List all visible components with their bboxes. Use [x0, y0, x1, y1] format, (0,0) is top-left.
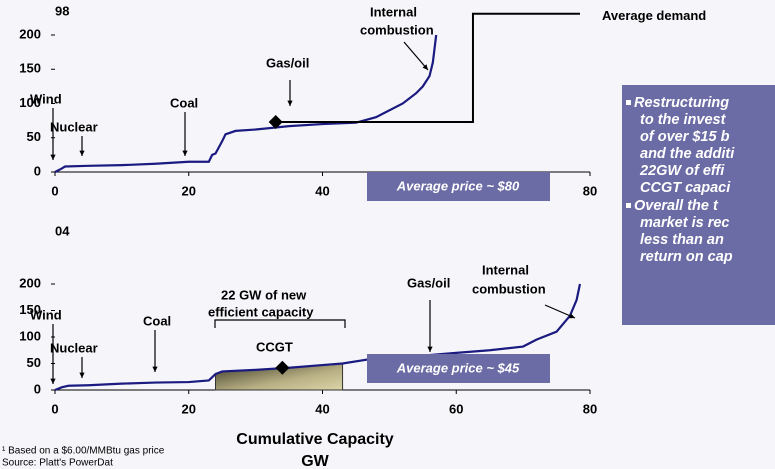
- y-tick-label: 0: [34, 163, 41, 178]
- x-axis-label: Cumulative Capacity: [236, 431, 393, 448]
- y-tick-label: 150: [19, 302, 41, 317]
- panel-line: and the additi: [640, 146, 735, 162]
- arrow-head: [287, 100, 293, 106]
- annotation: Nuclear: [50, 119, 98, 134]
- chart-label: 04: [55, 223, 70, 238]
- arrow-head: [50, 378, 56, 384]
- arrow-head: [50, 154, 56, 160]
- x-tick-label: 40: [315, 183, 329, 198]
- price-box: [367, 172, 550, 201]
- annotation: Gas/oil: [407, 275, 450, 290]
- series-line: [54, 34, 438, 173]
- panel-line: less than an: [640, 232, 724, 248]
- bullet: [626, 203, 631, 208]
- x-tick-label: 40: [315, 401, 329, 416]
- arrow: [403, 41, 429, 71]
- arrow: [544, 304, 576, 319]
- annotation: Nuclear: [50, 340, 98, 355]
- bracket: [214, 319, 346, 328]
- annotation: Wind: [30, 91, 62, 106]
- y-tick-label: 50: [27, 355, 41, 370]
- panel-line: CCGT capaci: [640, 180, 731, 196]
- panel-line: 22GW of effi: [639, 163, 725, 179]
- arrow-head: [422, 64, 428, 70]
- series-line: [275, 12, 580, 123]
- marker: [268, 114, 283, 129]
- panel-line: of over $15 b: [640, 129, 730, 145]
- annotation: Coal: [143, 313, 171, 328]
- x-tick-label: 60: [449, 401, 463, 416]
- marker: [275, 360, 290, 375]
- annotation: CCGT: [256, 339, 293, 354]
- footnote: ¹ Based on a $6.00/MMBtu gas price: [2, 446, 165, 457]
- annotation: Wind: [30, 307, 62, 322]
- price-box: [367, 354, 550, 383]
- x-tick-label: 0: [51, 183, 58, 198]
- bullet: [626, 100, 631, 105]
- y-tick-label: 100: [19, 95, 41, 110]
- x-tick-label: 20: [182, 183, 196, 198]
- arrow-head: [152, 366, 158, 372]
- annotation: combustion: [360, 22, 434, 37]
- x-axis-label: GW: [301, 453, 329, 469]
- x-tick-label: 0: [51, 401, 58, 416]
- annotation: Gas/oil: [266, 55, 309, 70]
- panel-line: return on cap: [640, 249, 733, 265]
- y-tick-label: 0: [34, 381, 41, 396]
- x-tick-label: 80: [583, 401, 597, 416]
- panel-line: market is rec: [640, 215, 729, 231]
- arrow-head: [569, 313, 575, 319]
- price-note: Average price ~ $45: [396, 360, 520, 375]
- y-tick-label: 200: [19, 275, 41, 290]
- chart-label: 98: [55, 3, 69, 18]
- annotation: efficient capacity: [208, 304, 314, 319]
- x-tick-label: 20: [182, 401, 196, 416]
- annotation: combustion: [472, 281, 546, 296]
- annotation: Internal: [370, 4, 417, 19]
- annotation: Coal: [170, 95, 198, 110]
- text-panel: [622, 85, 775, 325]
- x-tick-label: 80: [583, 183, 597, 198]
- annotation: Internal: [482, 262, 529, 277]
- arrow-head: [79, 372, 85, 378]
- series-label: Average demand: [602, 8, 706, 23]
- y-tick-label: 200: [19, 26, 41, 41]
- panel-line: Restructuring: [634, 95, 729, 111]
- arrow-head: [427, 346, 433, 352]
- annotation: 22 GW of new: [221, 287, 307, 302]
- arrow-head: [79, 150, 85, 156]
- arrow-head: [182, 150, 188, 156]
- y-tick-label: 50: [27, 129, 41, 144]
- panel-line: to the invest: [640, 112, 727, 128]
- y-tick-label: 100: [19, 328, 41, 343]
- price-note: Average price ~ $80: [396, 178, 520, 193]
- panel-line: Overall the t: [634, 198, 719, 214]
- footnote: Source: Platt's PowerDat: [2, 458, 113, 469]
- series-line: [54, 283, 582, 392]
- y-tick-label: 150: [19, 61, 41, 76]
